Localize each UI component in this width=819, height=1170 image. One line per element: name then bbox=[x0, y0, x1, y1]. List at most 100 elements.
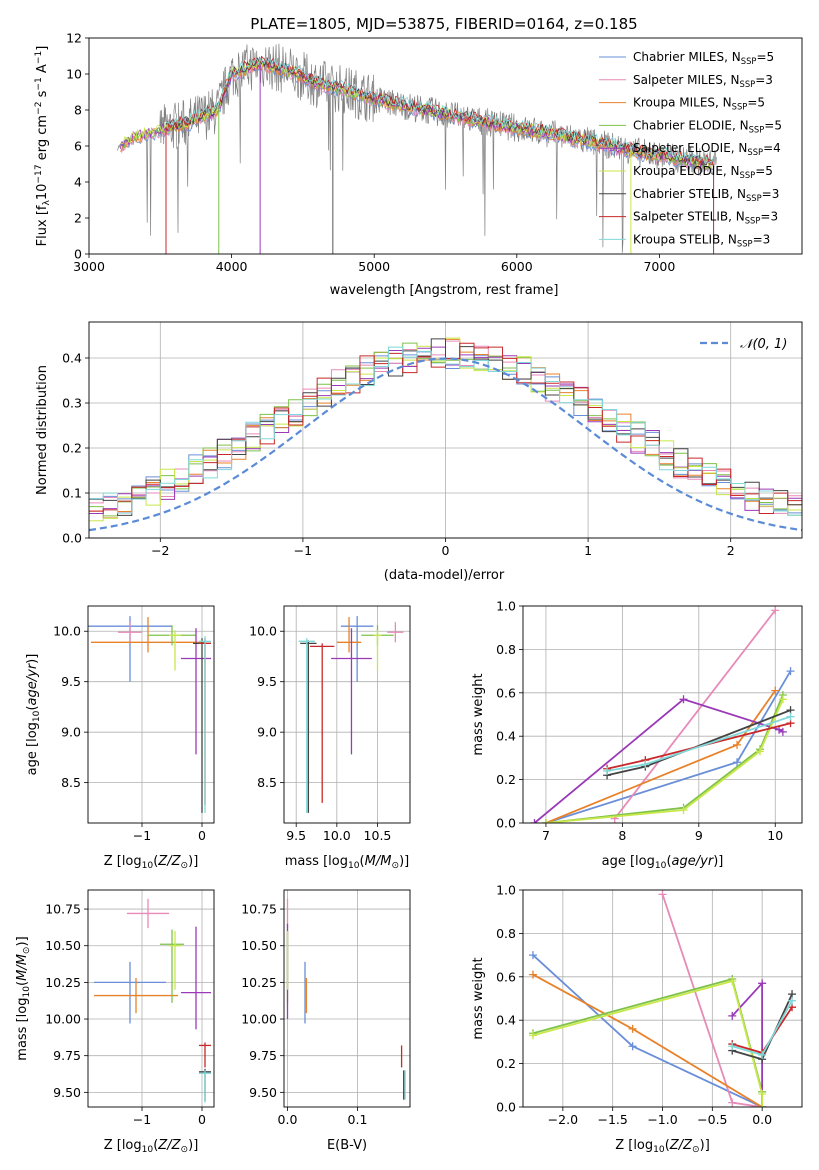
label-part: −1 bbox=[34, 51, 44, 64]
tick-label-y: 10.50 bbox=[241, 938, 277, 953]
label-part: 10 bbox=[35, 184, 50, 201]
tick-label-y: 4 bbox=[74, 175, 82, 190]
model-spectrum bbox=[165, 56, 714, 165]
label-part: =5 bbox=[756, 50, 774, 64]
series-marker bbox=[628, 1042, 637, 1051]
label-part: Z [log bbox=[104, 1138, 142, 1153]
label-part: age/yr bbox=[25, 662, 40, 705]
axes-frame bbox=[87, 889, 215, 1108]
tick-label-x: 3000 bbox=[73, 259, 105, 274]
data-point-errorbar bbox=[199, 1070, 211, 1103]
axes-frame bbox=[522, 605, 803, 824]
label-part: mass [log bbox=[15, 998, 30, 1061]
label-part: −2 bbox=[34, 102, 44, 115]
axes-frame bbox=[88, 37, 803, 255]
x-axis-label: (data-model)/error bbox=[384, 568, 505, 583]
series-marker bbox=[733, 758, 742, 767]
weight-series bbox=[541, 667, 795, 823]
label-part: Salpeter MILES, N bbox=[633, 73, 740, 87]
label-part: 10 bbox=[142, 1145, 154, 1155]
tick-label-y: 9.50 bbox=[249, 1085, 277, 1100]
tick-label-y: 10.0 bbox=[249, 624, 277, 639]
label-part: Chabrier MILES, N bbox=[633, 50, 741, 64]
tick-label-x: 0.1 bbox=[348, 1112, 368, 1127]
tick-label-y: 10 bbox=[66, 67, 82, 82]
tick-label-y: 10.75 bbox=[45, 902, 81, 917]
label-part: SSP bbox=[745, 216, 761, 226]
data-point-errorbar bbox=[181, 628, 211, 755]
tick-label-x: 5000 bbox=[358, 259, 390, 274]
label-part: Salpeter STELIB, N bbox=[633, 210, 745, 224]
tick-label-y: 10.00 bbox=[45, 1012, 81, 1027]
label-part: =4 bbox=[763, 141, 781, 155]
label-part: Kroupa MILES, N bbox=[633, 96, 732, 110]
tick-label-y: 12 bbox=[66, 31, 82, 46]
axes-age-vs-mass: 9.5 10.0 10.5 8.5 9.0 9.5 10.0 bbox=[249, 606, 410, 843]
label-part: SSP bbox=[749, 124, 765, 134]
label-part: SSP bbox=[740, 79, 756, 89]
data-point-errorbar bbox=[336, 617, 362, 653]
tick-label-y: 6 bbox=[74, 139, 82, 154]
series-line bbox=[545, 670, 792, 823]
tick-label-x: 9.5 bbox=[286, 828, 306, 843]
y-axis-label: mass weight bbox=[471, 957, 486, 1039]
tick-label-y: 0.0 bbox=[62, 531, 82, 546]
label-part: 10 bbox=[142, 861, 154, 871]
plot-area bbox=[528, 890, 797, 1107]
tick-label-y: 1.0 bbox=[496, 599, 516, 614]
axes-weight-vs-z: −2.0 −1.5 −1.0 −0.5 0.0 0.0 0.2 0.4 0.6 0.8 1.0 bbox=[496, 883, 802, 1127]
tick-label-x: 0 bbox=[442, 543, 450, 558]
y-axis-label: mass [log10(M/M⊙)] bbox=[15, 936, 32, 1060]
legend-label: Chabrier MILES, NSSP=5 bbox=[633, 50, 774, 66]
label-part: ( bbox=[666, 854, 671, 869]
tick-label-x: 9 bbox=[695, 828, 703, 843]
label-part: =5 bbox=[755, 164, 773, 178]
series-marker bbox=[603, 766, 612, 775]
data-point-errorbar bbox=[118, 622, 142, 643]
tick-label-x: 7 bbox=[542, 828, 550, 843]
series-marker bbox=[541, 819, 550, 823]
axes-frame bbox=[522, 889, 803, 1108]
series-marker bbox=[530, 819, 539, 823]
label-part: Chabrier STELIB, N bbox=[633, 187, 746, 201]
series-marker bbox=[758, 979, 767, 988]
label-part: M/M bbox=[365, 854, 392, 869]
model-spectrum bbox=[165, 57, 714, 166]
tick-label-y: 0.4 bbox=[496, 729, 516, 744]
x-axis-label: mass [log10(M/M⊙)] bbox=[285, 854, 409, 871]
tick-label-y: 2 bbox=[74, 211, 82, 226]
tick-label-x: 2 bbox=[727, 543, 735, 558]
label-part: 10 bbox=[653, 1145, 665, 1155]
tick-label-y: 9.75 bbox=[53, 1048, 81, 1063]
label-part: Z [log bbox=[615, 1138, 653, 1153]
tick-label-x: −1 bbox=[133, 828, 151, 843]
tick-label-x: 8 bbox=[618, 828, 626, 843]
tick-label-y: 0.8 bbox=[496, 926, 516, 941]
tick-label-x: 10.0 bbox=[323, 828, 351, 843]
label-part: Z [log bbox=[104, 854, 142, 869]
tick-label-x: 4000 bbox=[216, 259, 248, 274]
series-marker bbox=[658, 890, 667, 899]
label-part: λ bbox=[42, 200, 52, 206]
series-marker bbox=[728, 977, 737, 986]
label-part: )] bbox=[15, 936, 30, 946]
label-part: ( bbox=[360, 854, 365, 869]
tick-label-x: 0.0 bbox=[752, 1112, 772, 1127]
series-marker bbox=[758, 1089, 767, 1098]
weight-series bbox=[603, 712, 795, 775]
label-part: ( bbox=[25, 705, 40, 710]
label-part: ] bbox=[35, 46, 50, 51]
residual-histogram bbox=[89, 346, 802, 516]
label-part: ⊙ bbox=[692, 1145, 700, 1155]
data-point-errorbar bbox=[181, 926, 211, 1030]
series-marker bbox=[778, 695, 787, 704]
label-part: Kroupa ELODIE, N bbox=[633, 164, 740, 178]
tick-label-x: 10 bbox=[767, 828, 783, 843]
series-line bbox=[613, 609, 776, 820]
series-marker bbox=[733, 740, 742, 749]
legend-label: 𝒩(0, 1) bbox=[740, 337, 787, 352]
tick-label-y: 0.0 bbox=[496, 1100, 516, 1115]
data-point-errorbar bbox=[127, 898, 169, 929]
label-part: age [log bbox=[602, 854, 655, 869]
